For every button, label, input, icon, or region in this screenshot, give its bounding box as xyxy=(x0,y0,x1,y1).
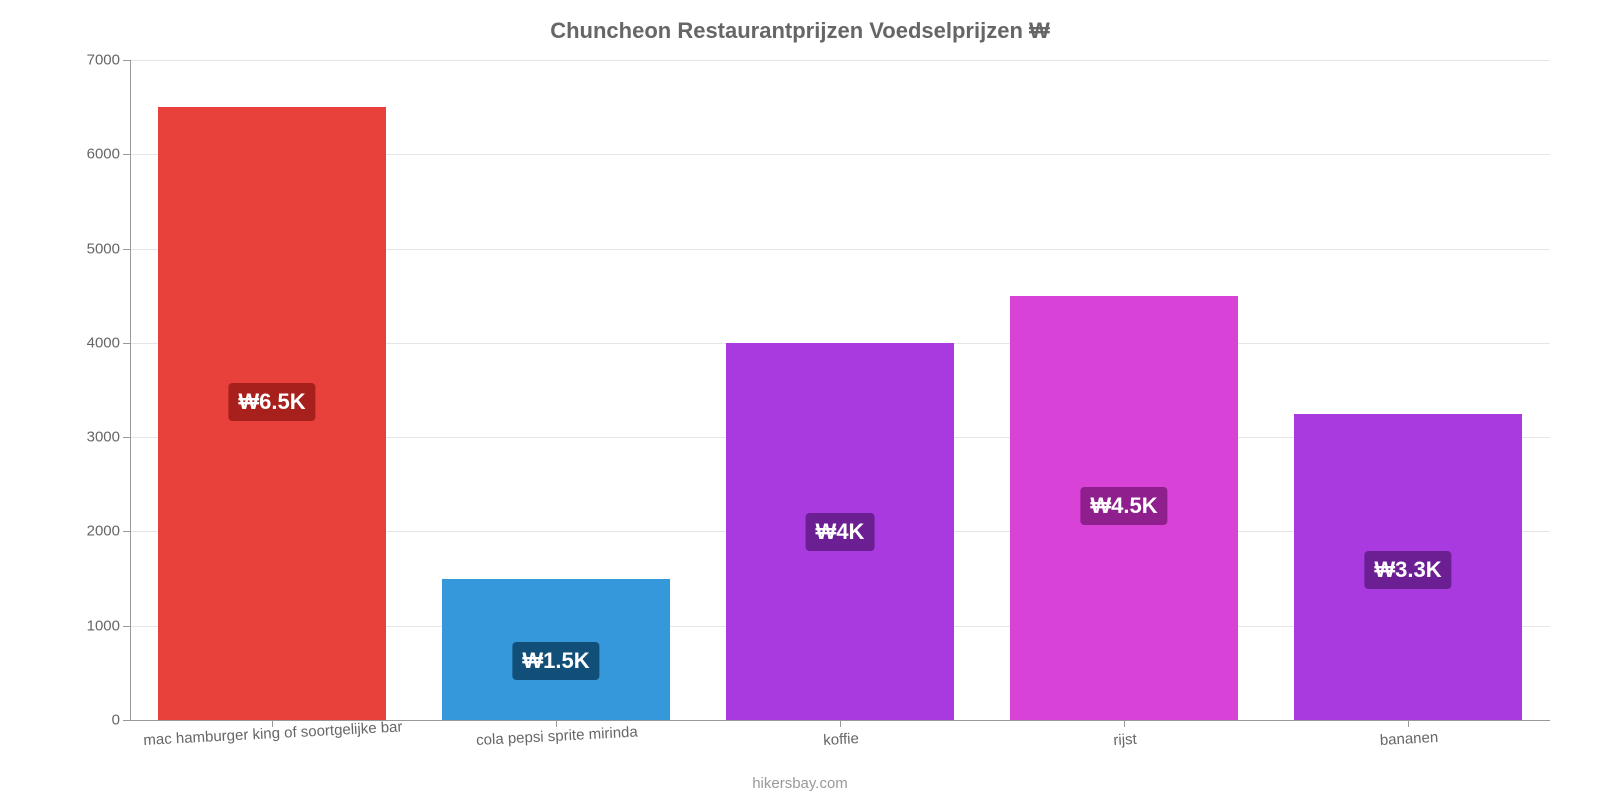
y-tick-label: 2000 xyxy=(70,523,130,540)
x-tick-label: rijst xyxy=(1112,719,1137,749)
chart-title: Chuncheon Restaurantprijzen Voedselprijz… xyxy=(0,0,1600,44)
x-tick-label: bananen xyxy=(1379,717,1439,749)
bar-value-label: ₩4K xyxy=(806,513,875,551)
bar-value-label: ₩6.5K xyxy=(228,383,315,421)
bar-value-label: ₩3.3K xyxy=(1364,551,1451,589)
y-tick-label: 0 xyxy=(70,712,130,729)
y-tick-label: 3000 xyxy=(70,429,130,446)
plot-area: 01000200030004000500060007000₩6.5Kmac ha… xyxy=(130,60,1550,720)
y-tick-label: 4000 xyxy=(70,334,130,351)
y-axis-line xyxy=(130,60,131,720)
bar-value-label: ₩1.5K xyxy=(512,642,599,680)
chart-footer: hikersbay.com xyxy=(0,775,1600,792)
y-tick-label: 5000 xyxy=(70,240,130,257)
x-tick-label: koffie xyxy=(822,718,859,749)
y-tick-label: 1000 xyxy=(70,617,130,634)
grid-line xyxy=(130,60,1550,61)
bar-value-label: ₩4.5K xyxy=(1080,487,1167,525)
y-tick-label: 6000 xyxy=(70,146,130,163)
y-tick-label: 7000 xyxy=(70,52,130,69)
